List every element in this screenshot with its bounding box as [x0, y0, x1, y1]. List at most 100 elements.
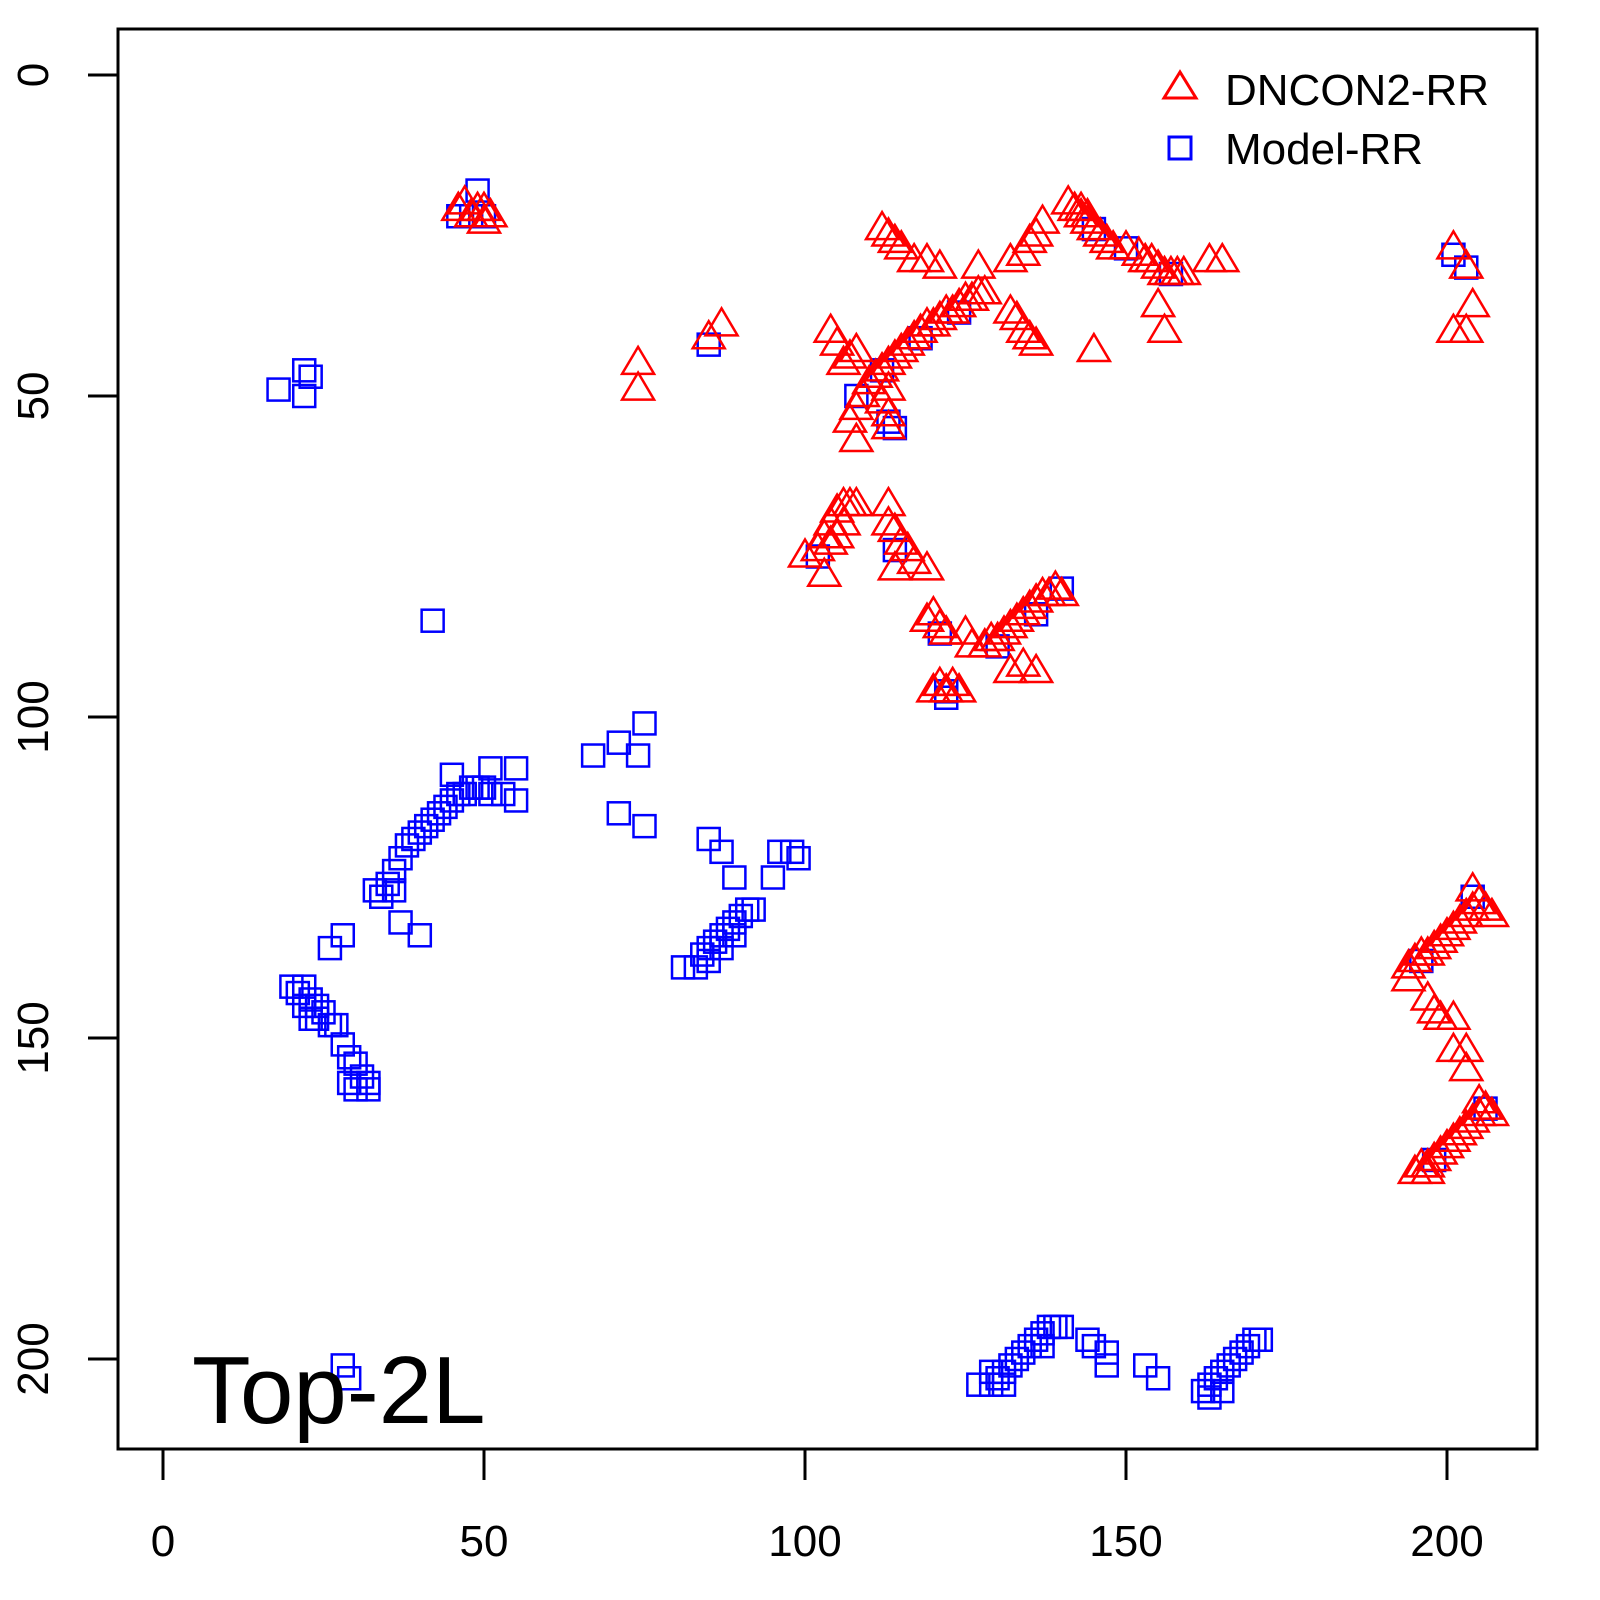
model-rr-point [1004, 1346, 1030, 1372]
model-rr-point [1094, 1340, 1119, 1365]
model-rr-point [696, 826, 721, 852]
model-rr-point [349, 1064, 375, 1089]
model-rr-point [1210, 1378, 1235, 1404]
dncon2-rr-point [1011, 318, 1048, 350]
x-tick-label: 50 [460, 1517, 509, 1566]
model-rr-point [1441, 242, 1466, 268]
dncon2-rr-point [825, 504, 862, 536]
model-rr-point [728, 903, 754, 929]
model-rr-point [702, 929, 728, 954]
model-rr-point [1075, 1327, 1100, 1352]
dncon2-rr-point [1005, 646, 1042, 677]
dncon2-rr-point [1146, 312, 1183, 344]
dncon2-rr-point [1017, 652, 1055, 684]
model-rr-point [452, 781, 477, 807]
model-rr-point [670, 955, 696, 980]
dncon2-rr-point [921, 607, 959, 639]
model-rr-point [1133, 1353, 1158, 1378]
model-rr-point [966, 1372, 991, 1397]
dncon2-rr-point [921, 248, 959, 279]
dncon2-rr-point [1467, 1089, 1504, 1120]
dncon2-rr-point [1075, 331, 1113, 363]
dncon2-rr-point [1024, 203, 1061, 234]
dncon2-rr-point [1088, 222, 1125, 254]
model-rr-point [786, 845, 811, 871]
dncon2-rr-point [465, 190, 503, 222]
dncon2-rr-point [831, 485, 869, 517]
model-rr-point [1081, 1333, 1107, 1359]
dncon2-rr-point [619, 370, 657, 401]
dncon2-rr-point [870, 216, 907, 247]
model-rr-point [1023, 1327, 1049, 1352]
model-rr-point [1145, 1366, 1171, 1391]
model-rr-point [420, 608, 445, 633]
model-rr-point [343, 1051, 368, 1076]
dncon2-rr-point [1062, 190, 1100, 222]
dncon2-rr-point [838, 485, 875, 517]
model-rr-point [715, 916, 741, 942]
model-rr-point [330, 923, 356, 948]
model-rr-point [1094, 1353, 1119, 1378]
dncon2-rr-point [1454, 286, 1491, 318]
model-rr-point [632, 711, 657, 736]
dncon2-rr-point [1448, 1050, 1485, 1082]
model-rr-point [503, 756, 529, 781]
model-rr-point [336, 1366, 362, 1391]
dncon2-rr-point [1454, 870, 1491, 902]
model-rr-point [606, 730, 632, 755]
model-rr-point [998, 1353, 1023, 1378]
model-rr-point [760, 865, 786, 890]
model-rr-point [491, 781, 516, 807]
model-rr-point [1017, 1333, 1042, 1359]
model-rr-point [722, 923, 747, 948]
x-tick-label: 200 [1410, 1517, 1483, 1566]
model-rr-point [690, 942, 715, 967]
dncon2-rr-point [812, 524, 849, 555]
dncon2-rr-point [1082, 216, 1119, 247]
legend: DNCON2-RR Model-RR [1161, 66, 1489, 174]
dncon2-rr-point [1473, 896, 1511, 928]
dncon2-rr-point [992, 652, 1029, 684]
model-rr-point [1197, 1372, 1222, 1397]
model-rr-point [1049, 1314, 1075, 1340]
dncon2-rr-point [992, 241, 1029, 273]
dncon2-rr-point [838, 331, 875, 363]
model-rr-point [388, 845, 413, 871]
model-rr-point [394, 833, 420, 858]
dncon2-rr-point [1005, 312, 1042, 344]
model-rr-point [1235, 1333, 1261, 1359]
model-rr-point [503, 788, 529, 813]
dncon2-rr-point [1467, 890, 1504, 921]
x-tick-label: 100 [768, 1517, 841, 1566]
dncon2-rr-point [870, 504, 907, 536]
dncon2-rr-point [1165, 254, 1202, 286]
model-rr-point [291, 974, 317, 999]
model-rr-point [388, 910, 413, 935]
model-rr-point [985, 1366, 1010, 1391]
model-rr-point [420, 807, 445, 832]
model-rr-point [471, 775, 497, 800]
dncon2-rr-point [1043, 575, 1080, 607]
model-rr-point [709, 935, 734, 961]
model-rr-point [696, 332, 721, 357]
model-rr-point [709, 923, 734, 948]
dncon2-rr-point [1448, 248, 1485, 279]
dncon2-rr-point [1011, 222, 1048, 254]
model-rr-point [433, 794, 458, 820]
model-rr-point [933, 685, 959, 710]
model-rr-point [336, 1045, 362, 1070]
model-rr-point [298, 364, 323, 389]
dncon2-rr-point [1204, 241, 1241, 273]
dncon2-rr-point [908, 601, 946, 632]
y-tick-label: 100 [9, 680, 58, 753]
dncon2-rr-point [465, 203, 503, 234]
model-rr-point [1454, 255, 1479, 280]
model-rr-point [401, 826, 426, 852]
dncon2-rr-point [863, 209, 901, 241]
dncon2-rr-point [883, 524, 920, 555]
model-rr-point [1229, 1340, 1254, 1365]
model-rr-point [336, 1070, 362, 1096]
dncon2-rr-point [838, 421, 875, 453]
model-rr-point [426, 801, 452, 826]
